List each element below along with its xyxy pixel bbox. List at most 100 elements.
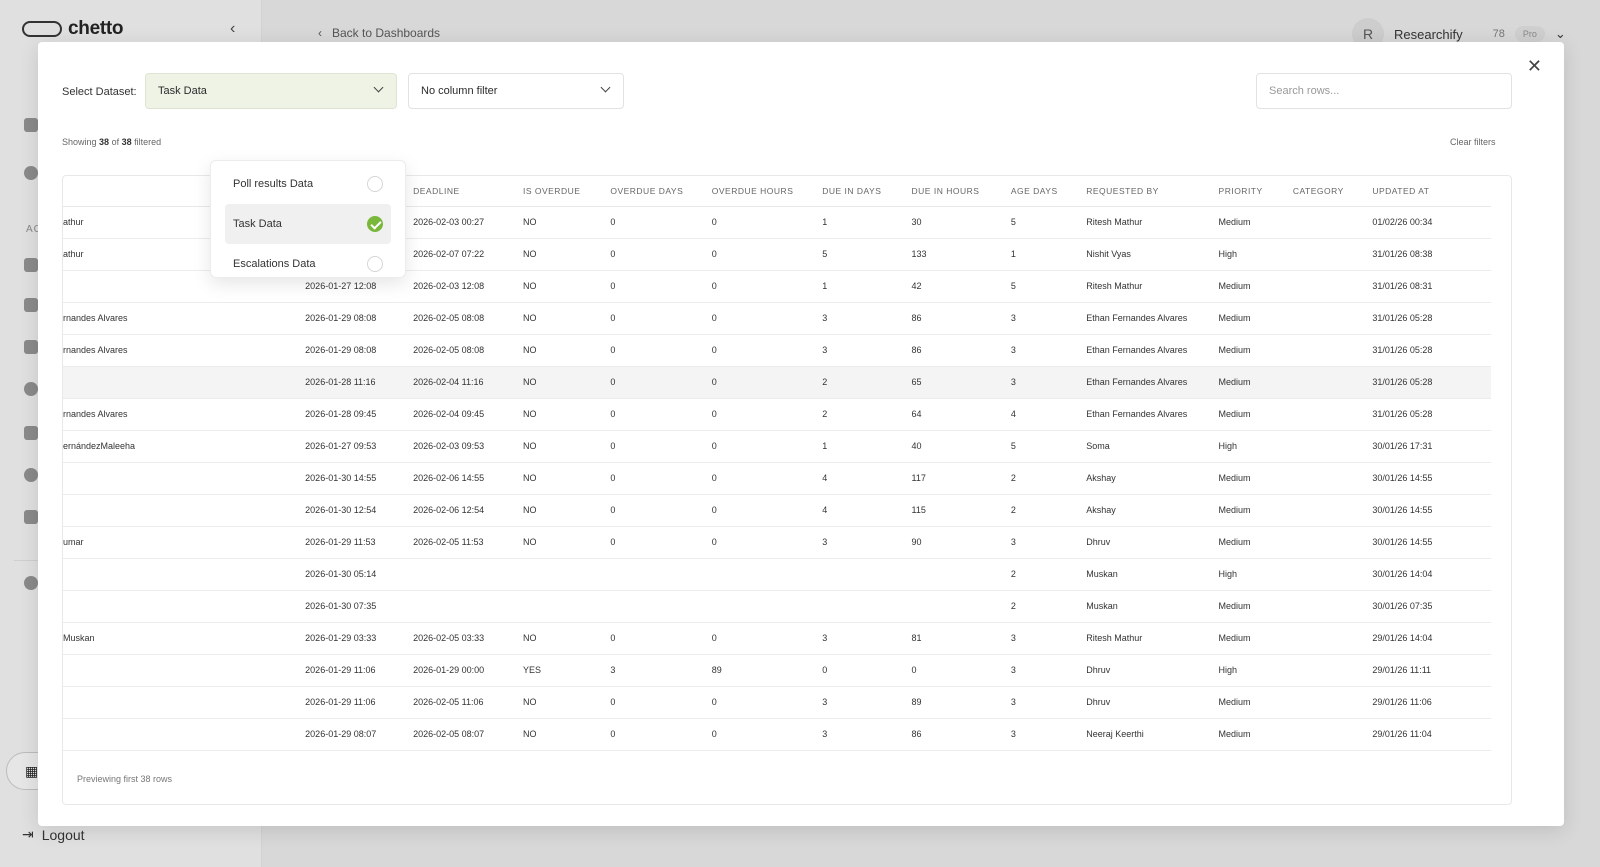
table-cell: NO [520,302,609,335]
user-menu[interactable]: R Researchify 78 Pro ⌄ [1352,18,1566,50]
column-header[interactable]: REQUESTED BY [1084,176,1217,207]
table-cell: 2026-02-07 07:22 [411,238,521,271]
dropdown-option[interactable]: Poll results Data [225,164,391,204]
table-cell: NO [520,494,609,527]
column-header[interactable]: OVERDUE HOURS [709,176,821,207]
nav-icon-5[interactable] [24,340,38,354]
table-cell: 5 [820,238,910,271]
table-cell: 1 [820,430,910,463]
table-cell [1290,430,1371,463]
table-cell: NO [520,462,609,495]
table-cell: 0 [608,430,710,463]
table-cell: 3 [820,718,910,751]
nav-icon-3[interactable] [24,258,38,272]
column-header[interactable]: AGE DAYS [1008,176,1085,207]
nav-icon-8[interactable] [24,468,38,482]
table-row[interactable]: Muskan 2026-01-29 03:33 2026-02-05 03:33 NO… [63,622,1491,655]
table-row[interactable]: umar 2026-01-29 11:53 2026-02-05 11:53 NO 0 0… [63,526,1491,559]
table-cell: 0 [608,686,710,719]
dataset-select[interactable]: Task Data [145,73,397,109]
clear-filters-button[interactable]: Clear filters [1450,137,1496,147]
table-cell: 2026-01-28 11:16 [303,366,412,399]
table-cell: 2026-02-04 09:45 [411,398,521,431]
table-row[interactable]: 2026-01-29 11:06 2026-01-29 00:00 YES 3 89 0 0… [63,654,1491,687]
table-cell: rnandes Alvares [63,398,304,431]
table-row[interactable]: ernándezMaleeha 2026-01-27 09:53 2026-02-0… [63,430,1491,463]
back-to-dashboards-link[interactable]: ‹ Back to Dashboards [318,26,440,40]
column-header[interactable]: OVERDUE DAYS [608,176,710,207]
table-row[interactable]: 2026-01-29 08:07 2026-02-05 08:07 NO 0 0 3 86 3… [63,718,1491,751]
logo[interactable]: chetto [22,18,124,40]
table-cell: High [1216,654,1291,687]
nav-icon-1[interactable] [24,118,38,132]
table-cell: 2026-01-27 09:53 [303,430,412,463]
table-cell: 1 [820,270,910,303]
close-icon[interactable]: ✕ [1526,56,1542,76]
table-cell: NO [520,334,609,367]
table-cell: 0 [709,462,821,495]
table-row[interactable]: 2026-01-28 11:16 2026-02-04 11:16 NO 0 0 2 65 3… [63,366,1491,399]
table-cell [1290,654,1371,687]
table-row[interactable]: rnandes Alvares 2026-01-28 09:45 2026-02-0… [63,398,1491,431]
dropdown-option[interactable]: Task Data [225,204,391,244]
table-cell: Ritesh Mathur [1084,622,1217,655]
table-cell: 2026-01-29 08:08 [303,302,412,335]
table-cell: 86 [909,718,1009,751]
table-cell: 40 [909,430,1009,463]
nav-icon-9[interactable] [24,510,38,524]
table-cell [709,558,821,591]
table-row[interactable]: 2026-01-30 14:55 2026-02-06 14:55 NO 0 0 4 117… [63,462,1491,495]
table-cell: 86 [909,302,1009,335]
table-cell: Medium [1216,462,1291,495]
column-filter-value: No column filter [421,85,498,97]
table-cell: rnandes Alvares [63,302,304,335]
table-cell: Medium [1216,366,1291,399]
table-cell: 0 [820,654,910,687]
table-cell: 30/01/26 14:04 [1370,558,1491,591]
column-header[interactable]: DUE IN DAYS [820,176,910,207]
column-header[interactable]: PRIORITY [1216,176,1291,207]
table-cell [709,590,821,623]
column-header[interactable]: IS OVERDUE [520,176,609,207]
dropdown-option[interactable]: Escalations Data [225,244,391,284]
table-cell: Medium [1216,398,1291,431]
nav-icon-10[interactable] [24,576,38,590]
table-row[interactable]: rnandes Alvares 2026-01-29 08:08 2026-02-0… [63,334,1491,367]
collapse-sidebar-icon[interactable]: ‹ [230,20,236,37]
column-header[interactable]: DEADLINE [411,176,521,207]
table-cell [63,590,304,623]
table-row[interactable]: 2026-01-27 12:08 2026-02-03 12:08 NO 0 0 1 42 5… [63,270,1491,303]
nav-icon-6[interactable] [24,382,38,396]
table-cell: 2026-01-29 08:08 [303,334,412,367]
table-row[interactable]: 2026-01-30 05:14 2 Muskan High 30/01/26 14:0… [63,558,1491,591]
sidebar-section-label: AC [26,224,42,235]
search-rows-input[interactable] [1256,73,1512,109]
table-cell: Nishit Vyas [1084,238,1217,271]
table-cell: Ethan Fernandes Alvares [1084,334,1217,367]
table-cell: 89 [709,654,821,687]
nav-icon-7[interactable] [24,426,38,440]
column-header[interactable]: CATEGORY [1290,176,1371,207]
table-cell [1290,366,1371,399]
table-row[interactable]: 2026-01-30 12:54 2026-02-06 12:54 NO 0 0 4 115… [63,494,1491,527]
table-cell [63,494,304,527]
table-row[interactable]: 2026-01-30 07:35 2 Muskan Medium 30/01/26 07… [63,590,1491,623]
radio-icon [367,256,383,272]
table-cell [1290,270,1371,303]
table-cell: 2026-02-05 08:07 [411,718,521,751]
column-header[interactable]: DUE IN HOURS [909,176,1009,207]
nav-icon-4[interactable] [24,298,38,312]
table-cell: 0 [709,366,821,399]
table-cell: Medium [1216,302,1291,335]
table-row[interactable]: 2026-01-29 11:06 2026-02-05 11:06 NO 0 0 3 89 3… [63,686,1491,719]
table-cell: 0 [909,654,1009,687]
table-cell: Medium [1216,590,1291,623]
chevron-down-icon [600,82,611,93]
table-row[interactable]: rnandes Alvares 2026-01-29 08:08 2026-02-0… [63,302,1491,335]
column-header[interactable]: UPDATED AT [1370,176,1491,207]
column-filter-select[interactable]: No column filter [408,73,624,109]
nav-icon-2[interactable] [24,166,38,180]
table-cell [1290,462,1371,495]
logout-button[interactable]: ⇥ Logout [22,826,85,843]
